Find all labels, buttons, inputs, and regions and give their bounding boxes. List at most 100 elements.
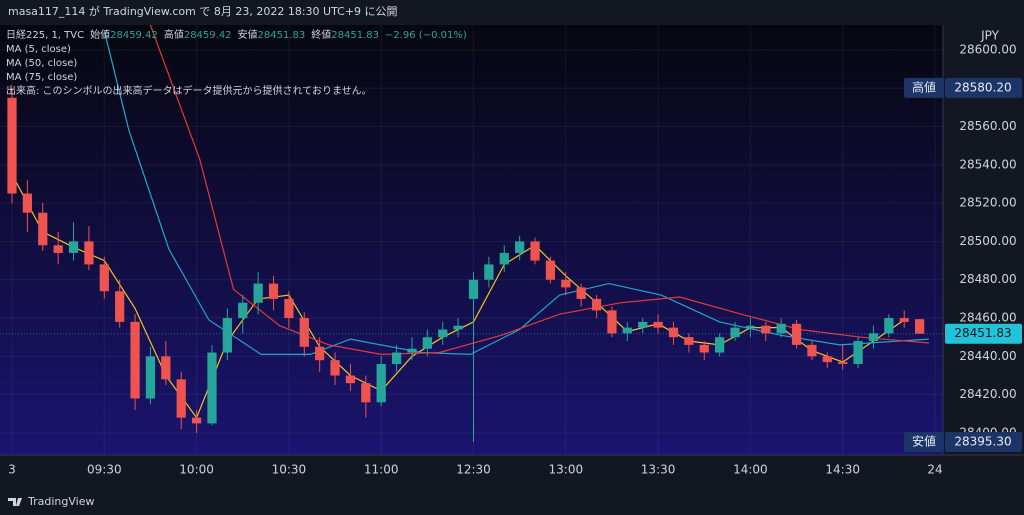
logo xyxy=(8,498,22,506)
currency: JPY xyxy=(980,29,1000,43)
candle-body xyxy=(299,318,309,347)
candle-body xyxy=(191,417,202,424)
candle-body xyxy=(53,245,63,253)
candle-body xyxy=(668,327,679,338)
candle-body xyxy=(207,352,217,424)
candle-body xyxy=(284,298,294,319)
candle-body xyxy=(622,327,632,334)
ohlc-change: −2.96 (−0.01%) xyxy=(385,30,467,41)
price-tag-value: 28395.30 xyxy=(954,434,1011,448)
candle-body xyxy=(222,318,232,353)
x-tick-label: 13:30 xyxy=(641,463,676,477)
price-tag-value: 28580.20 xyxy=(954,80,1011,94)
symbol: 日経225, 1, TVC xyxy=(6,28,84,41)
ma-legend: MA (75, close) xyxy=(6,72,77,83)
x-tick-label: 3 xyxy=(8,463,16,477)
price-tag-value-box xyxy=(945,77,1022,98)
candle-body xyxy=(699,344,709,353)
last-price-box xyxy=(945,323,1022,344)
candle-body xyxy=(345,375,356,384)
candle-body xyxy=(99,264,109,292)
ohlc-value: 28451.83 xyxy=(258,30,306,41)
ohlc-label: 始値 xyxy=(90,28,110,41)
candle-body xyxy=(468,279,479,299)
candle-body xyxy=(545,260,556,280)
candle-body xyxy=(176,379,186,418)
candle-body xyxy=(330,360,340,376)
candle-body xyxy=(884,318,894,334)
candle-body xyxy=(145,356,156,399)
candle-body xyxy=(315,346,325,361)
header: masa117_114 が TradingView.com で 8月 23, 2… xyxy=(8,4,398,18)
ma-legend: MA (5, close) xyxy=(6,44,71,55)
price-tag-value-box xyxy=(945,431,1022,452)
price-tag-box xyxy=(904,431,944,452)
candle-body xyxy=(715,337,725,353)
ohlc-value: 28451.83 xyxy=(331,30,379,41)
candle-body xyxy=(530,241,540,261)
y-tick-label: 28500.00 xyxy=(959,234,1016,248)
x-tick-label: 10:00 xyxy=(179,463,214,477)
legend-row: 日経225, 1, TVC 始値28459.42 高値28459.42 安値28451… xyxy=(6,28,467,41)
candle-body xyxy=(84,241,94,265)
candle-body xyxy=(638,321,648,328)
candle-body xyxy=(453,325,463,330)
candle-body xyxy=(161,356,171,380)
price-tag-text: 安値 xyxy=(912,433,936,448)
candle-body xyxy=(591,298,602,311)
y-tick-label: 28600.00 xyxy=(959,42,1016,56)
candle-body xyxy=(838,362,848,365)
y-tick-label: 28440.00 xyxy=(959,349,1016,363)
price-tag-text: 高値 xyxy=(912,79,936,94)
candle-body xyxy=(653,321,663,328)
candle-body xyxy=(38,212,48,246)
candle-body xyxy=(130,321,140,399)
plot-area xyxy=(0,25,943,455)
candle-body xyxy=(745,325,756,328)
candle-body xyxy=(391,352,402,365)
candle-body xyxy=(576,287,586,299)
ohlc-label: 安値 xyxy=(238,28,258,41)
ohlc-label: 終値 xyxy=(311,28,331,41)
candle-body xyxy=(561,279,571,288)
ohlc-label: 高値 xyxy=(164,28,184,41)
x-tick-label: 11:00 xyxy=(364,463,399,477)
notice: 出来高: このシンボルの出来高データはデータ提供元から提供されておりません。 xyxy=(6,84,372,97)
ohlc-value: 28459.42 xyxy=(184,30,232,41)
y-tick-label: 28480.00 xyxy=(959,272,1016,286)
candle-body xyxy=(115,291,125,322)
price-tag-box xyxy=(904,77,944,98)
y-tick-label: 28420.00 xyxy=(959,387,1016,401)
y-tick-label: 28460.00 xyxy=(959,311,1016,325)
x-tick-label: 12:30 xyxy=(456,463,491,477)
y-tick-label: 28560.00 xyxy=(959,119,1016,133)
candle-body xyxy=(422,337,432,349)
x-tick-label: 13:00 xyxy=(549,463,584,477)
x-tick-label: 09:30 xyxy=(87,463,122,477)
candle-body xyxy=(376,364,386,403)
x-tick-label: 24 xyxy=(927,463,942,477)
candle-body xyxy=(515,241,525,253)
candle-body xyxy=(807,344,817,357)
candle-body xyxy=(607,310,617,334)
candle-body xyxy=(761,325,771,334)
candle-body xyxy=(684,337,694,345)
x-tick-label: 10:30 xyxy=(272,463,307,477)
candle-body xyxy=(438,329,448,338)
ma-legend: MA (50, close) xyxy=(6,58,77,69)
candle-body xyxy=(776,323,786,334)
candle-body xyxy=(268,283,279,299)
candle-body xyxy=(68,241,79,253)
candle-body xyxy=(853,341,863,365)
candle-body xyxy=(822,356,832,363)
candle-body xyxy=(238,302,248,319)
candle-body xyxy=(361,383,371,403)
y-tick-label: 28540.00 xyxy=(959,157,1016,171)
candle-body xyxy=(7,97,17,194)
candle-body xyxy=(899,318,909,322)
candle-body xyxy=(868,333,879,342)
x-tick-label: 14:00 xyxy=(733,463,768,477)
ma-line xyxy=(103,30,929,356)
candle-body xyxy=(499,252,509,265)
